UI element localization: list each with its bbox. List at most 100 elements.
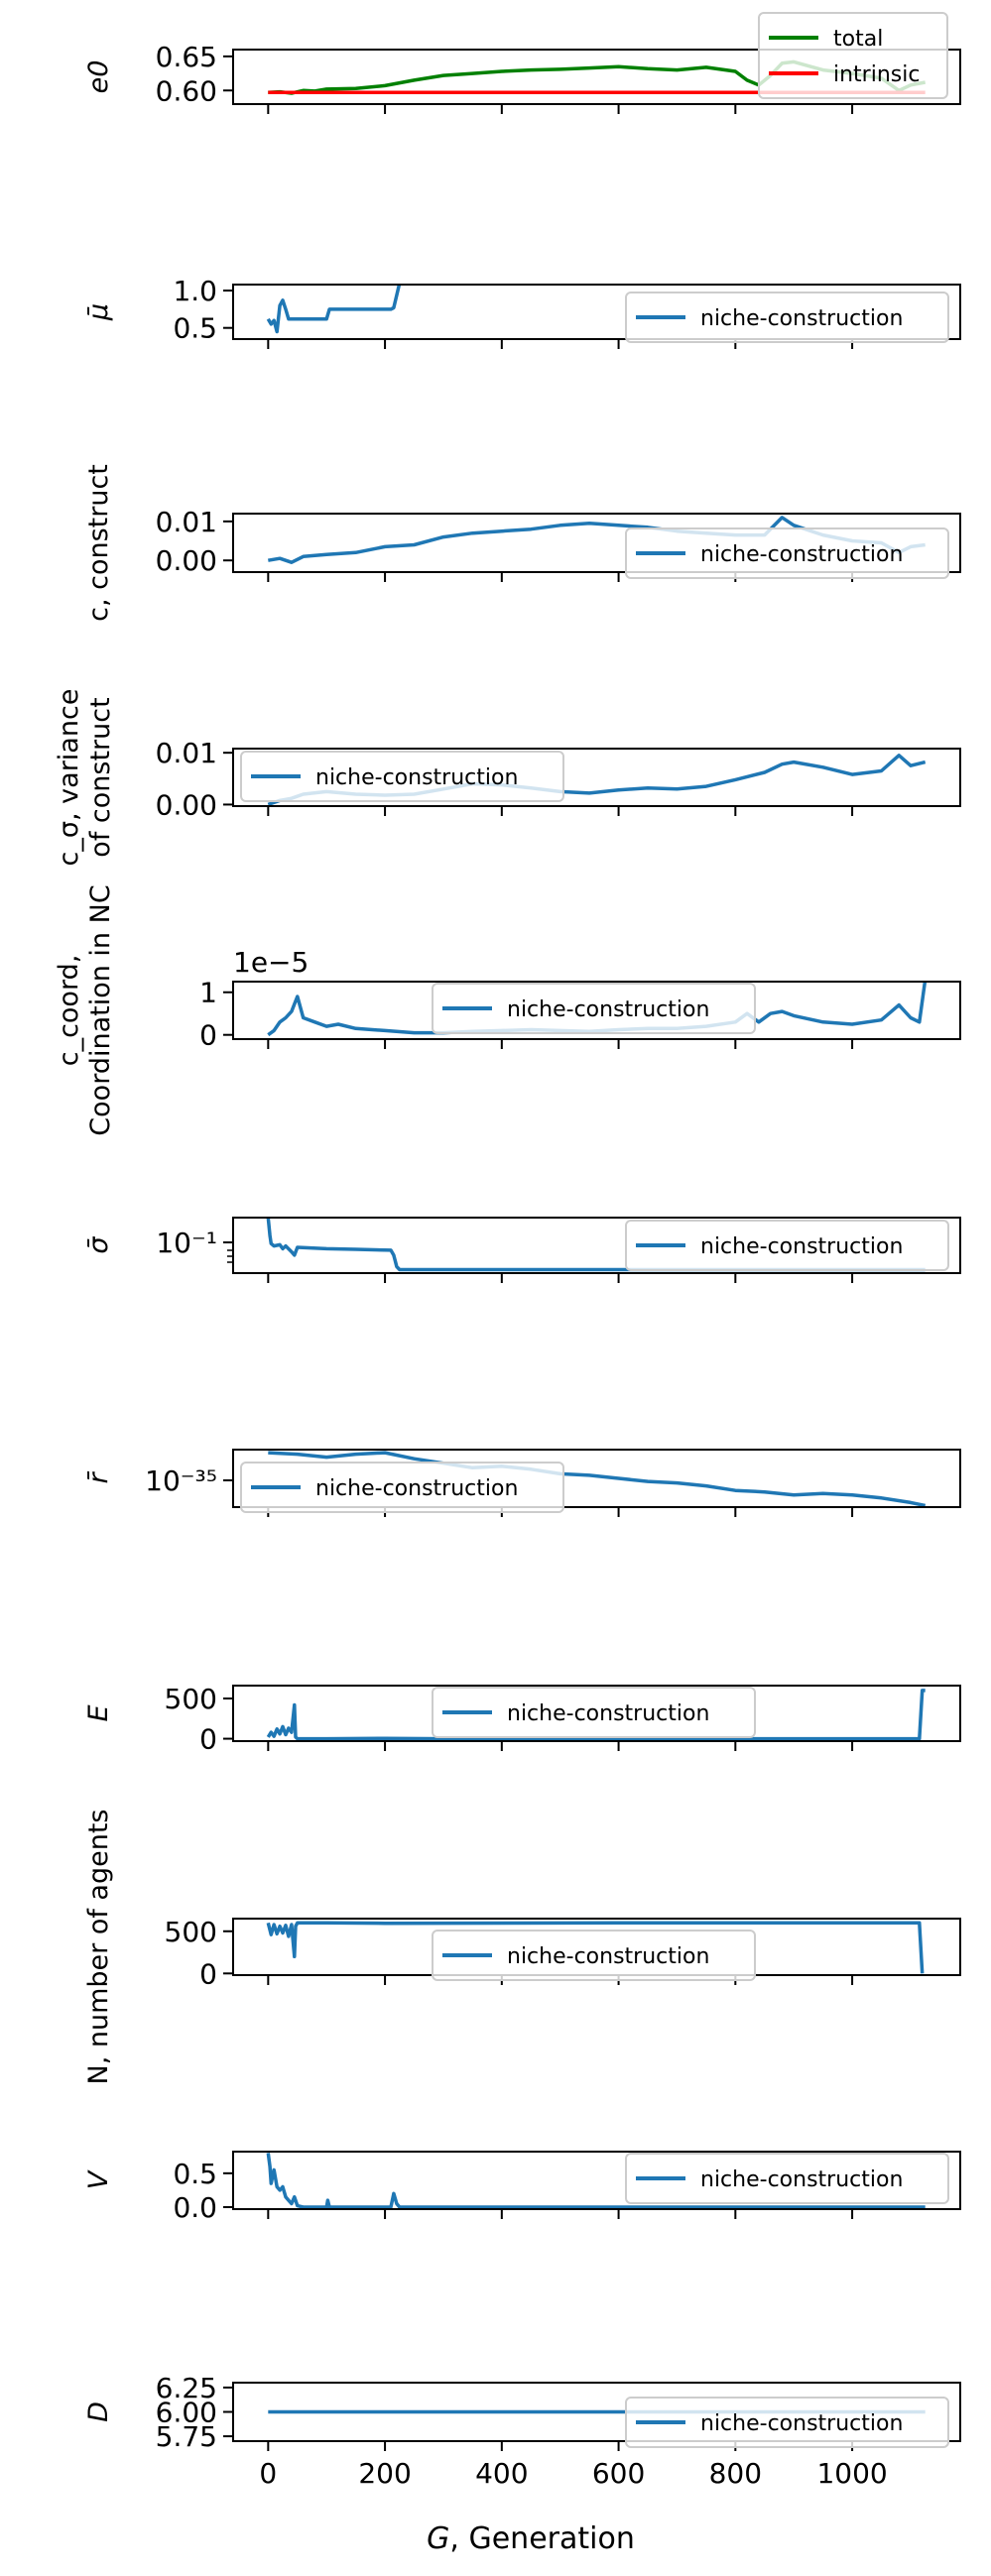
x-tick-label: 600 [592,2457,645,2490]
y-tick-label: 0.01 [156,506,217,538]
axes-frame [232,513,961,573]
y-tick-label: 1 [199,977,217,1009]
legend: niche-construction [240,1462,564,1513]
series-line-niche-construction [266,1218,926,1272]
y-axis-label: E [83,1704,114,1721]
y-tick-label: 500 [165,1683,217,1715]
x-axis-label: G, Generation [427,2521,635,2556]
x-tick-label: 800 [709,2457,762,2490]
y-tick-label: 10⁻¹ [156,1227,217,1259]
y-axis-label: c_coord,Coordination in NC [54,884,116,1135]
legend: niche-construction [625,2153,949,2204]
y-tick-label: 0.00 [156,544,217,577]
y-axis-label: μ̄ [83,303,114,321]
y-tick-label: 6.00 [156,2397,217,2429]
series-group [266,1218,926,1272]
y-tick-label: 0 [199,1723,217,1756]
series-line-niche-construction [266,1921,925,1974]
legend-box [625,2153,949,2204]
subplot-7: 10⁻³⁵ r̄ niche-construction [83,1449,961,1517]
legend-box [432,1930,756,1981]
legend: niche-construction [432,1687,756,1738]
y-tick-label: 0.00 [156,788,217,821]
legend-label: niche-construction [507,1944,709,1969]
subplot-1: 0.600.65 e0 total intrinsic [83,12,961,114]
legend-box [625,292,949,343]
legend-box [625,1220,949,1271]
y-tick-label: 1.0 [173,275,217,307]
series-line-niche-construction [268,1451,927,1507]
y-tick-label: 0.60 [156,74,217,107]
subplot-6: 10⁻¹ σ̄ niche-construction [83,1217,961,1283]
legend-label: niche-construction [315,765,518,790]
y-axis-label-line: of construct [85,697,116,857]
series-group [266,2153,926,2209]
legend-label: niche-construction [315,1476,518,1501]
subplot-3: 0.00 0.01 c, construct niche-construction [83,464,961,622]
y-axis-label-line: c_σ, variance [54,689,84,867]
subplot-2: 0.5 1.0 μ̄ niche-construction [83,275,961,349]
legend-label: niche-construction [700,306,903,331]
legend: niche-construction [240,751,564,802]
y-tick-label: 0.0 [173,2191,217,2224]
y-axis-label: σ̄ [83,1236,114,1254]
subplot-9: 0 500 N, number of agents niche-constructio… [83,1810,961,2085]
legend: niche-construction [625,527,949,579]
y-axis-label-line: c_coord, [54,955,84,1067]
legend: niche-construction [432,1930,756,1981]
legend-box [758,12,948,99]
y-axis-label: c_σ, varianceof construct [54,689,116,867]
legend-box [432,1687,756,1738]
x-tick-label: 400 [475,2457,528,2490]
legend: niche-construction [432,983,756,1034]
subplot-4: 0.00 0.01 c_σ, varianceof construct niche-c… [54,689,961,867]
legend-label: niche-construction [507,997,709,1022]
series-group [266,1921,925,1974]
y-axis-label: e0 [83,60,114,94]
y-tick-label: 0.65 [156,41,217,73]
legend-label: niche-construction [700,2167,903,2192]
panels: 0.600.65 e0 total intrinsic 0.5 1.0 μ̄ niche-co… [54,12,961,2490]
axes-frame [232,2151,961,2210]
series-line-niche-construction [266,1689,926,1741]
legend-label: niche-construction [700,2411,903,2436]
subplot-5: 0 1 1e−5 c_coord,Coordination in NC niche-co… [54,884,961,1136]
subplot-11: 0 200 400 600 800 1000 5.756.006.25 D niche-cons… [83,2372,961,2490]
x-tick-label: 200 [358,2457,411,2490]
y-tick-label: 6.25 [156,2372,217,2404]
series-group [266,1689,926,1741]
y-tick-label: 0 [199,1957,217,1990]
legend: niche-construction [625,1220,949,1271]
subplot-8: 0 500 E niche-construction [83,1683,961,1756]
series-group [268,1451,927,1507]
x-tick-label: 0 [259,2457,277,2490]
y-tick-label: 0.5 [173,2158,217,2190]
y-axis-label: D [83,2401,114,2422]
subplot-10: 0.00.5 V niche-construction [83,2151,961,2224]
y-offset-text: 1e−5 [233,946,309,979]
axes-frame [232,49,961,105]
series-group [266,285,926,334]
legend-box [432,983,756,1034]
y-axis-label: c, construct [83,464,114,622]
legend-label: niche-construction [700,1234,903,1259]
legend-box [240,1462,564,1513]
axes-frame [232,981,961,1040]
y-axis-label: N, number of agents [83,1810,114,2085]
y-tick-label: 0 [199,1019,217,1052]
x-tick-label: 1000 [816,2457,887,2490]
y-tick-label: 0.01 [156,737,217,769]
legend: niche-construction [625,2397,949,2448]
y-axis-label: V [83,2168,114,2189]
legend-box [625,2397,949,2448]
y-tick-label: 10⁻³⁵ [145,1464,217,1497]
y-tick-label: 5.75 [156,2420,217,2453]
legend-box [625,527,949,579]
legend-label: niche-construction [507,1701,709,1726]
axes-frame [232,1685,961,1742]
legend-box [240,751,564,802]
legend: total intrinsic [758,12,948,99]
legend: niche-construction [625,292,949,343]
axes-frame [232,1449,961,1508]
